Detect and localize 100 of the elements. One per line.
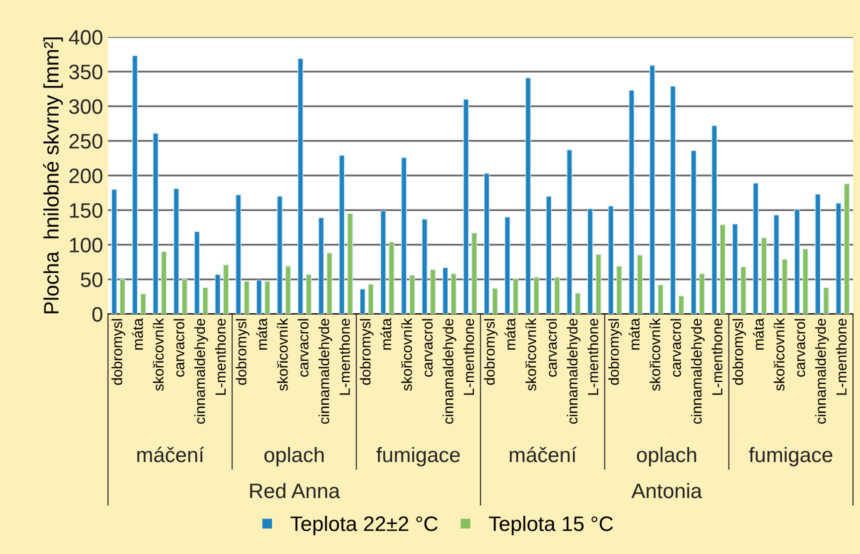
x-tick-label: skořicovník <box>401 318 412 391</box>
bar <box>628 90 634 314</box>
y-tick-label: 250 <box>69 134 102 149</box>
y-tick-label: 300 <box>69 99 102 114</box>
bar <box>214 274 221 314</box>
bar <box>347 213 353 314</box>
bar <box>587 208 594 314</box>
bar <box>298 58 304 314</box>
bar <box>276 196 283 314</box>
bar <box>782 258 788 314</box>
bar <box>120 279 126 314</box>
bar <box>471 232 478 314</box>
x-tick-label: máta <box>504 318 516 350</box>
x-tick-label: L-menthone <box>215 318 226 395</box>
x-tick-label: L-menthone <box>836 318 847 395</box>
legend-label: Teplota 22±2 °C <box>290 516 438 536</box>
bar <box>774 214 780 314</box>
bar <box>388 242 394 314</box>
bar <box>401 157 407 314</box>
bar <box>794 209 800 314</box>
bar <box>670 86 676 314</box>
x-tick-label: máta <box>380 318 392 350</box>
bar <box>492 288 498 314</box>
x-tick-label: carvacrol <box>794 319 806 377</box>
x-tick-label: cinnamaldehyde <box>815 318 829 424</box>
text: Red Anna <box>250 482 340 498</box>
bar <box>720 224 726 314</box>
x-tick-label: dobromysl <box>360 319 374 385</box>
bar <box>649 65 656 314</box>
y-tick-label: 100 <box>70 238 102 253</box>
bar <box>814 194 821 314</box>
y-axis-title: Plocha hnilobné skvrny [mm²] <box>43 37 63 314</box>
bar <box>761 237 767 314</box>
y-tick-label: 400 <box>68 30 102 45</box>
x-tick-label: carvacrol <box>298 319 309 377</box>
x-tick-label: dobromysl <box>236 319 250 385</box>
bar <box>836 202 842 314</box>
x-tick-label: skořicovník <box>276 318 288 391</box>
text: oplach <box>264 446 324 466</box>
x-tick-label: L-menthone <box>339 318 350 395</box>
x-tick-label: dobromysl <box>608 319 622 385</box>
x-tick-label: carvacrol <box>546 319 557 377</box>
x-tick-label: skořicovník <box>649 318 660 391</box>
bar <box>637 254 643 314</box>
bar <box>678 296 684 314</box>
bar <box>236 194 242 314</box>
bar <box>326 252 332 314</box>
x-tick-label: carvacrol <box>422 319 433 377</box>
bar <box>690 150 696 314</box>
bar <box>512 278 519 314</box>
bar <box>752 182 759 314</box>
bar <box>223 264 229 314</box>
bar <box>422 218 428 314</box>
x-tick-label: L-menthone <box>588 318 598 395</box>
bar <box>463 98 469 314</box>
x-tick-label: máta <box>628 318 640 350</box>
x-tick-label: dobromysl <box>484 319 498 385</box>
bar <box>844 183 850 314</box>
bar <box>173 188 180 314</box>
bar <box>244 281 250 314</box>
bar <box>596 254 602 314</box>
bar <box>132 55 138 314</box>
bar <box>194 231 200 314</box>
bar <box>546 196 552 314</box>
x-tick-label: dobromysl <box>732 319 746 385</box>
x-tick-label: cinnamaldehyde <box>690 318 705 424</box>
x-tick-label: carvacrol <box>670 319 682 377</box>
bar <box>484 173 490 314</box>
x-tick-label: dobromysl <box>112 319 126 385</box>
bar <box>264 281 270 314</box>
bar <box>525 78 531 314</box>
bar <box>368 284 374 314</box>
x-tick-label: carvacrol <box>174 319 184 377</box>
bar <box>699 273 705 314</box>
bar <box>111 189 118 314</box>
bar <box>712 125 718 314</box>
x-tick-label: L-menthone <box>463 318 474 395</box>
bar <box>450 273 456 314</box>
bar <box>802 248 808 314</box>
bar <box>740 266 746 314</box>
text: máčení <box>510 446 577 462</box>
bar <box>182 279 188 314</box>
y-tick-label: 350 <box>69 64 102 80</box>
x-tick-label: cinnamaldehyde <box>194 318 208 424</box>
bar <box>732 224 738 314</box>
x-tick-label: skořicovník <box>152 318 164 391</box>
text: Antonia <box>631 482 702 498</box>
bar <box>152 132 158 314</box>
bar <box>430 269 436 314</box>
bar <box>318 217 324 314</box>
x-tick-label: máta <box>752 318 764 350</box>
x-tick-label: L-menthone <box>712 318 722 395</box>
legend-label: Teplota 15 °C <box>488 516 613 536</box>
x-tick-label: skořicovník <box>525 318 536 391</box>
text: oplach <box>636 446 696 466</box>
x-tick-label: máta <box>256 318 268 350</box>
bar <box>658 284 664 314</box>
text: fumigace <box>748 446 832 466</box>
x-tick-label: cinnamaldehyde <box>442 318 456 424</box>
bar <box>534 276 540 314</box>
